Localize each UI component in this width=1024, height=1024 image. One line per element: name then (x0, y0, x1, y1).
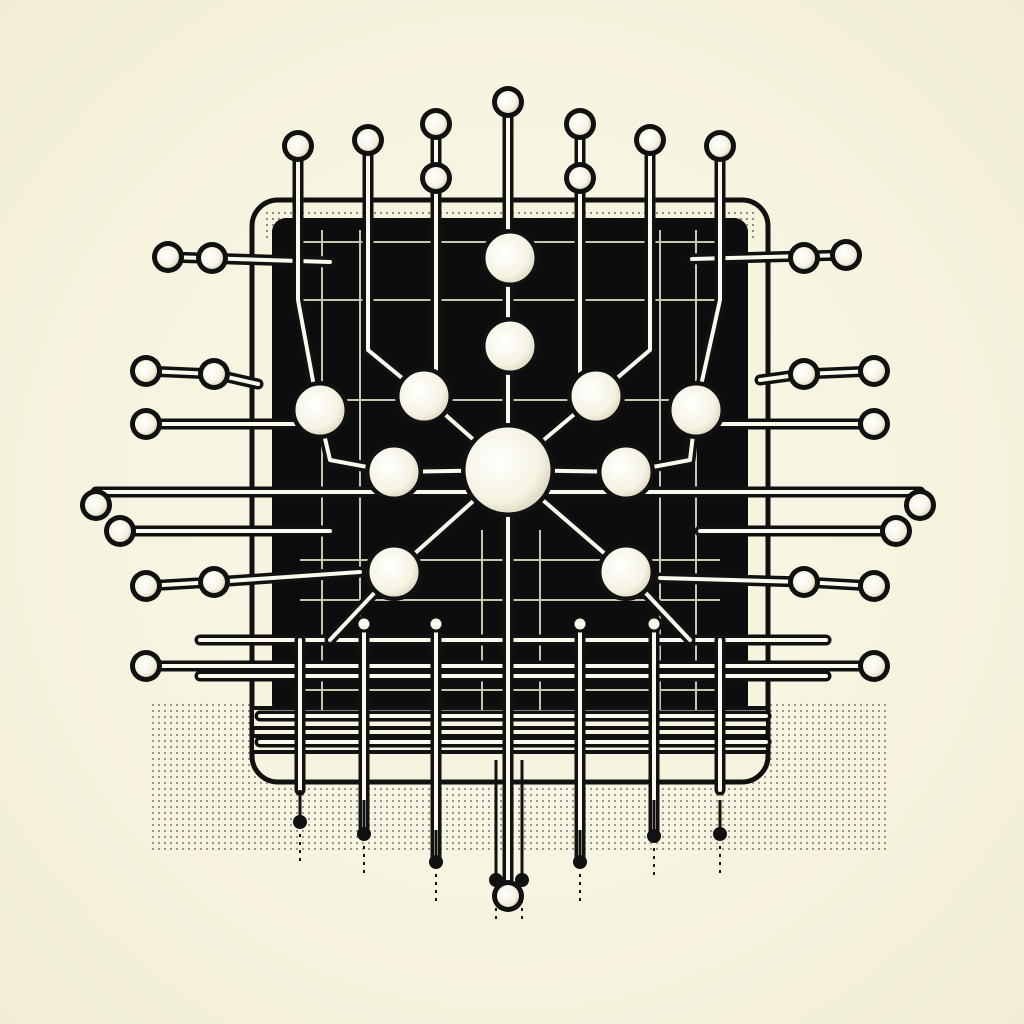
connector-node-icon (366, 444, 422, 500)
connector-node-icon (357, 129, 379, 151)
connector-node-icon (135, 575, 157, 597)
connector-node-icon (482, 230, 538, 286)
pin-dot (429, 855, 443, 869)
connector-node-icon (135, 655, 157, 677)
connector-node-icon (425, 167, 447, 189)
pin-dot (357, 827, 371, 841)
connector-node-icon (598, 544, 654, 600)
connector-node-icon (863, 413, 885, 435)
trace-line (296, 144, 320, 410)
connector-node-icon (863, 655, 885, 677)
junction-node (427, 615, 445, 633)
junction-node (645, 615, 663, 633)
connector-node-icon (863, 360, 885, 382)
connector-node-icon (157, 246, 179, 268)
connector-node-icon (639, 129, 661, 151)
connector-node-icon (396, 368, 452, 424)
connector-node-icon (425, 113, 447, 135)
connector-node-icon (885, 520, 907, 542)
connector-node-icon (135, 360, 157, 382)
network-hub-icon (462, 424, 554, 516)
pin-dot (647, 829, 661, 843)
connector-node-icon (598, 444, 654, 500)
connector-node-icon (497, 885, 519, 907)
connector-node-icon (203, 363, 225, 385)
network-nodes (80, 86, 936, 912)
bottom-pins (293, 760, 727, 920)
pin-dot (573, 855, 587, 869)
connector-node-icon (569, 113, 591, 135)
connector-node-icon (292, 382, 348, 438)
connector-node-icon (793, 571, 815, 593)
pin-dot (515, 873, 529, 887)
trace-line (694, 144, 722, 410)
connector-node-icon (863, 575, 885, 597)
connector-node-icon (569, 167, 591, 189)
junction-node (571, 615, 589, 633)
connector-node-icon (793, 247, 815, 269)
connector-node-icon (482, 318, 538, 374)
connector-node-icon (909, 494, 931, 516)
connector-node-icon (668, 382, 724, 438)
connector-node-icon (835, 244, 857, 266)
connector-node-icon (201, 247, 223, 269)
connector-node-icon (497, 91, 519, 113)
connector-node-icon (109, 520, 131, 542)
pin-dot (713, 827, 727, 841)
pin-dot (293, 815, 307, 829)
connector-node-icon (366, 544, 422, 600)
junction-node (355, 615, 373, 633)
connector-node-icon (709, 135, 731, 157)
connector-node-icon (203, 571, 225, 593)
connector-node-icon (85, 494, 107, 516)
connector-node-icon (287, 135, 309, 157)
connector-node-icon (793, 363, 815, 385)
connector-node-icon (135, 413, 157, 435)
connector-node-icon (568, 368, 624, 424)
